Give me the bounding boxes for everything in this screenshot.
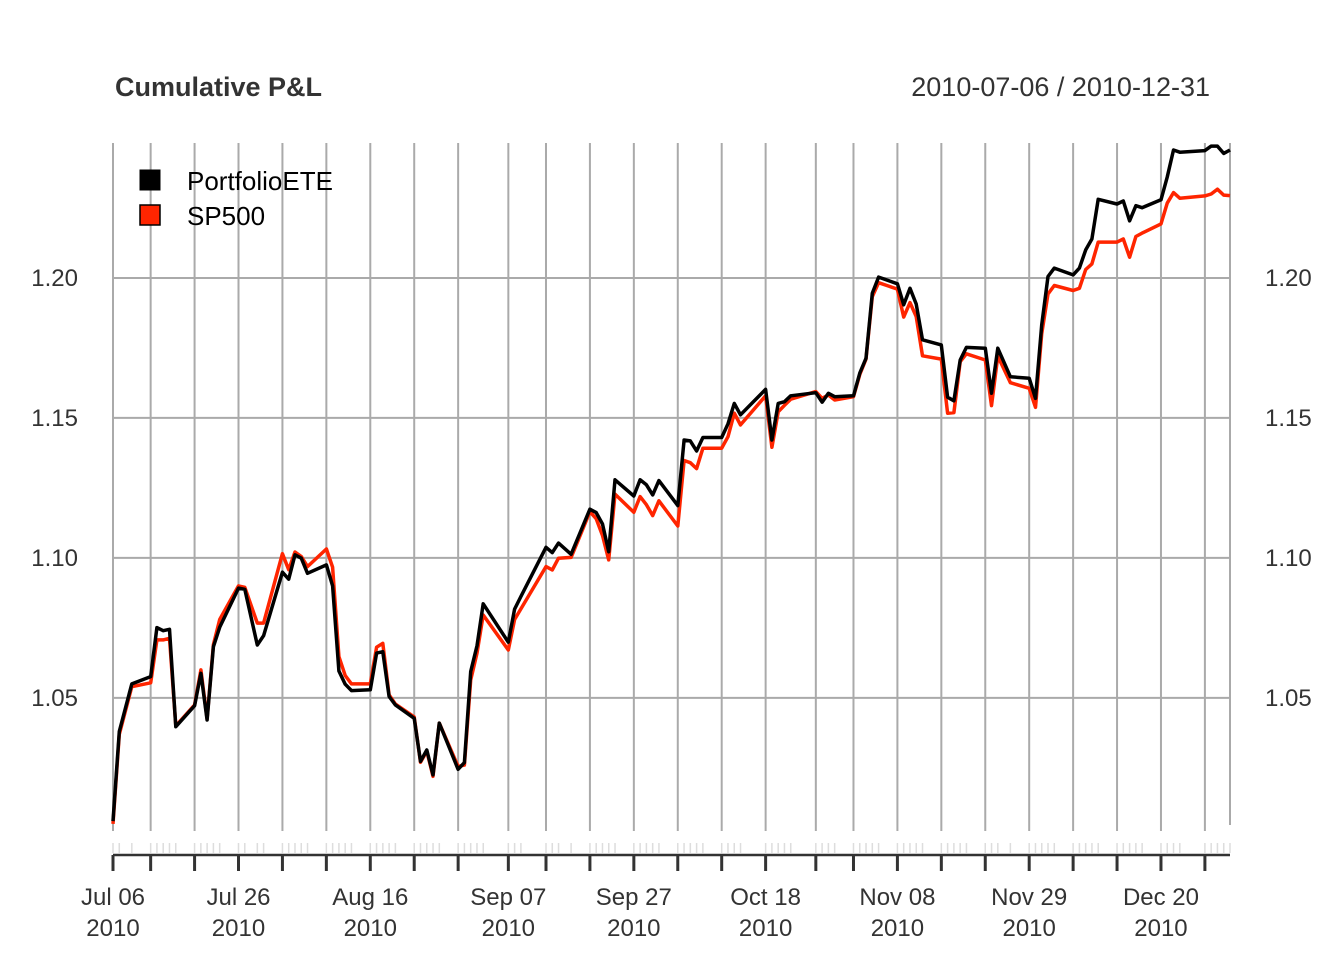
legend-swatch-portfolioete: [139, 169, 161, 191]
x-tick-label: Jul 06: [81, 884, 145, 911]
x-tick-label: Dec 20: [1123, 884, 1199, 911]
grid-lines: [112, 143, 1231, 825]
legend-label-sp500: SP500: [187, 201, 265, 231]
y-tick-label-left: 1.05: [31, 685, 78, 712]
x-tick-label-year: 2010: [344, 915, 397, 942]
axes: 1.05 1.05 1.10 1.10 1.15 1.15 1.20 1.20 Jul 06 20…: [31, 265, 1311, 942]
date-range: 2010-07-06 / 2010-12-31: [911, 72, 1210, 102]
y-tick-label-right: 1.10: [1265, 545, 1312, 572]
legend-swatch-sp500: [139, 204, 161, 226]
series-lines: [111, 144, 1231, 825]
x-tick-label: Jul 26: [206, 884, 270, 911]
x-tick-label-year: 2010: [1134, 915, 1187, 942]
x-tick-label: Oct 18: [730, 884, 801, 911]
x-tick-label-year: 2010: [86, 915, 139, 942]
series-line-portfolioete: [111, 144, 1231, 822]
x-tick-label: Aug 16: [332, 884, 408, 911]
chart-title: Cumulative P&L: [115, 72, 322, 102]
y-tick-label-right: 1.05: [1265, 685, 1312, 712]
y-tick-label-right: 1.15: [1265, 405, 1312, 432]
x-tick-label-year: 2010: [482, 915, 535, 942]
y-tick-label-left: 1.20: [31, 265, 78, 292]
y-tick-label-left: 1.15: [31, 405, 78, 432]
y-tick-label-left: 1.10: [31, 545, 78, 572]
y-tick-label-right: 1.20: [1265, 265, 1312, 292]
x-tick-label: Sep 27: [596, 884, 672, 911]
x-tick-label-year: 2010: [739, 915, 792, 942]
x-tick-label-year: 2010: [212, 915, 265, 942]
x-tick-label: Nov 29: [991, 884, 1067, 911]
x-tick-label: Sep 07: [470, 884, 546, 911]
legend-label-portfolioete: PortfolioETE: [187, 166, 333, 196]
x-tick-label: Nov 08: [859, 884, 935, 911]
x-tick-label-year: 2010: [607, 915, 660, 942]
x-tick-label-year: 2010: [1002, 915, 1055, 942]
legend: PortfolioETE SP500: [139, 166, 333, 231]
series-line-sp500: [111, 187, 1231, 825]
x-tick-label-year: 2010: [871, 915, 924, 942]
